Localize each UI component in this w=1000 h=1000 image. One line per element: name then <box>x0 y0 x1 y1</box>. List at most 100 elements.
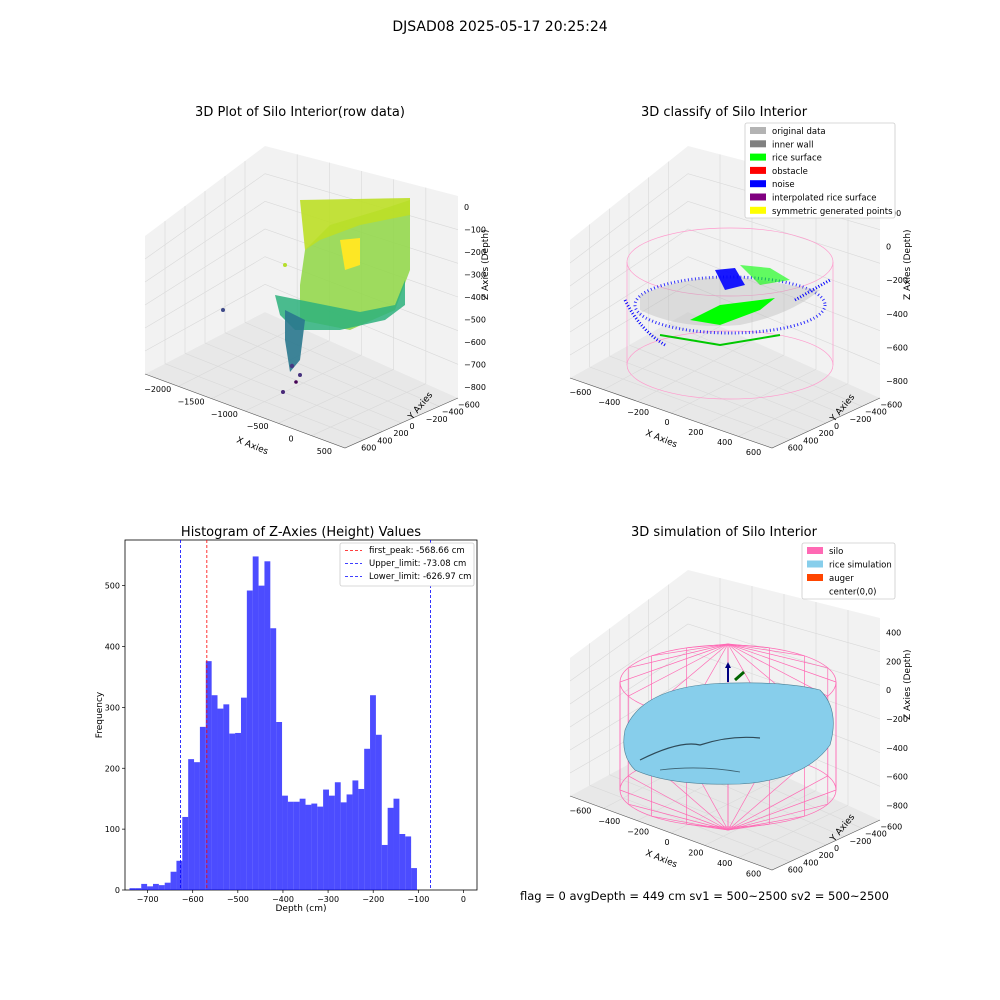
legend-label: symmetric generated points <box>772 207 893 217</box>
y-tick-label: 200 <box>393 429 408 438</box>
y-tick-label: −200 <box>849 415 871 424</box>
x-tick-label: −500 <box>247 422 269 431</box>
legend-label: Lower_limit: -626.97 cm <box>369 572 471 582</box>
z-tick-label: 0 <box>464 203 469 212</box>
z-tick-label: −300 <box>464 271 486 280</box>
legend-swatch <box>750 206 766 214</box>
classify-legend: original data inner wall rice surface obsta… <box>744 122 896 219</box>
panel2-title: 3D classify of Silo Interior <box>641 105 808 120</box>
histogram-xlabel: Depth (cm) <box>275 904 326 914</box>
auger <box>725 662 745 682</box>
z-tick-label: 200 <box>886 657 901 666</box>
z-tick-label: −700 <box>464 360 486 369</box>
histogram-bar <box>217 708 224 890</box>
histogram-bar <box>287 801 294 890</box>
legend-swatch <box>807 587 823 595</box>
legend-label: noise <box>772 180 795 190</box>
legend-label: center(0,0) <box>829 588 877 598</box>
x-tick-label: −200 <box>627 408 649 417</box>
y-tick-label: −600 <box>880 401 902 410</box>
y-tick-label: 0 <box>834 422 839 431</box>
legend-label: interpolated rice surface <box>772 194 877 204</box>
x-tick-label: −600 <box>569 806 591 815</box>
panel-simulation-3d: 3D simulation of Silo Interior −600−400−… <box>569 525 913 879</box>
histogram-bar <box>240 697 247 890</box>
y-tick-label: 0 <box>410 422 415 431</box>
histogram-bar <box>323 789 329 890</box>
legend-label: auger <box>829 574 854 584</box>
legend-label: first_peak: -568.66 cm <box>369 546 465 556</box>
y-tick-label: 400 <box>377 436 392 445</box>
histogram-y-tick: 200 <box>105 764 120 773</box>
z-tick-label: −600 <box>886 773 908 782</box>
legend-label: Upper_limit: -73.08 cm <box>369 559 466 569</box>
histogram-bar <box>141 883 148 890</box>
panel-raw-3d: 3D Plot of Silo Interior(row data) −2000… <box>144 105 491 457</box>
legend-swatch <box>750 193 766 201</box>
x-tick-label: 0 <box>664 418 669 427</box>
z-tick-label: 0 <box>886 243 891 252</box>
histogram-vlines <box>180 540 431 890</box>
panel1-zlabel: Z Axies (Depth) <box>481 229 491 300</box>
histogram-bar <box>152 883 159 890</box>
histogram-bar <box>264 561 271 890</box>
y-tick-label: −600 <box>458 401 480 410</box>
x-tick-label: −1500 <box>177 398 204 407</box>
z-tick-label: −400 <box>886 744 908 753</box>
histogram-x-tick: −300 <box>317 895 339 904</box>
histogram-bar <box>182 816 189 890</box>
histogram-x-tick: −100 <box>407 895 429 904</box>
x-tick-label: 0 <box>288 435 293 444</box>
x-tick-label: 0 <box>664 838 669 847</box>
z-tick-label: −100 <box>464 226 486 235</box>
histogram-bar <box>340 802 347 890</box>
y-tick-label: 400 <box>803 858 818 867</box>
panel4-zlabel: Z Axies (Depth) <box>903 649 913 720</box>
histogram-bar <box>235 732 241 890</box>
z-tick-label: −600 <box>886 344 908 353</box>
histogram-y-tick: 100 <box>105 825 120 834</box>
legend-label: original data <box>772 127 826 137</box>
x-tick-label: 400 <box>717 438 732 447</box>
histogram-x-tick: −600 <box>182 895 204 904</box>
z-tick-label: −200 <box>464 248 486 257</box>
histogram-bar <box>176 860 183 890</box>
y-tick-label: 400 <box>803 436 818 445</box>
legend-swatch <box>807 560 823 568</box>
y-tick-label: 600 <box>361 443 376 452</box>
histogram-y-tick: 500 <box>105 582 120 591</box>
histogram-bar <box>164 882 171 890</box>
classify-silo-outline <box>626 227 834 400</box>
histogram-bar <box>205 661 212 890</box>
histogram-bar <box>211 695 218 890</box>
histogram-bar <box>270 628 277 890</box>
histogram-bar <box>387 807 394 890</box>
histogram-bar <box>393 798 400 890</box>
x-tick-label: 200 <box>688 428 703 437</box>
legend-swatch <box>750 140 766 148</box>
histogram-y-tick: 0 <box>115 886 120 895</box>
histogram-bar <box>135 888 142 890</box>
z-tick-label: −400 <box>464 293 486 302</box>
histogram-bar <box>252 556 259 890</box>
histogram-bar <box>293 801 300 890</box>
histogram-bar <box>346 794 353 890</box>
histogram-bar <box>147 886 153 890</box>
histogram-bar <box>223 704 230 890</box>
histogram-bars <box>129 556 417 890</box>
legend-swatch <box>807 574 823 581</box>
y-tick-label: −200 <box>426 415 448 424</box>
x-tick-label: −400 <box>598 817 620 826</box>
histogram-legend: first_peak: -568.66 cm Upper_limit: -73.0… <box>339 542 475 587</box>
y-tick-label: 200 <box>819 429 834 438</box>
histogram-bar <box>364 748 371 890</box>
histogram-x-tick: −700 <box>137 895 159 904</box>
z-tick-label: 400 <box>886 628 901 637</box>
panel4-title: 3D simulation of Silo Interior <box>631 525 818 540</box>
histogram-bar <box>370 695 376 890</box>
histogram-bar <box>328 795 335 890</box>
z-tick-label: −400 <box>886 310 908 319</box>
panel-histogram: Histogram of Z-Axies (Height) Values −70… <box>95 525 478 914</box>
histogram-bar <box>229 733 236 890</box>
histogram-bar <box>352 780 359 890</box>
